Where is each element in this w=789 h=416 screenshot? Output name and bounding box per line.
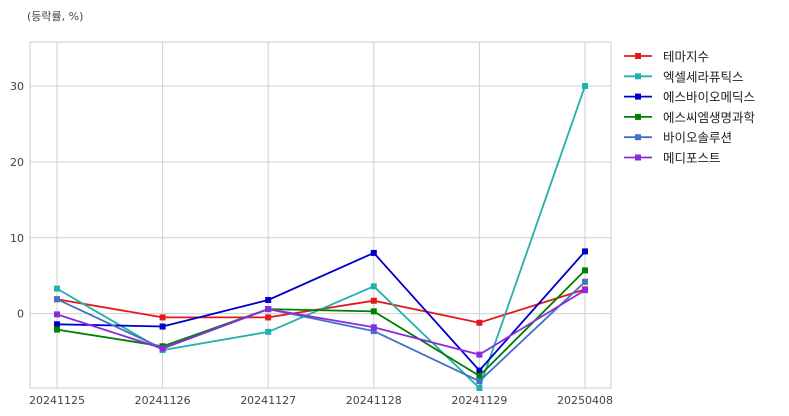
data-point: [159, 323, 166, 330]
data-point: [54, 326, 60, 333]
data-point: [476, 385, 483, 391]
data-point: [370, 249, 377, 256]
unit-label: (등락률, %): [27, 10, 83, 23]
data-point: [265, 314, 272, 321]
data-point: [476, 378, 483, 385]
legend-item: 엑셀세라퓨틱스: [624, 69, 744, 84]
legend-label: 테마지수: [663, 49, 709, 64]
data-point: [582, 267, 588, 274]
data-point: [370, 297, 377, 304]
data-point: [370, 328, 377, 335]
x-tick-label: 20241128: [346, 394, 402, 407]
series-lines: [54, 83, 588, 391]
series-line: [56, 250, 586, 372]
legend-label: 바이오솔루션: [663, 130, 732, 145]
legend-item: 바이오솔루션: [624, 130, 732, 145]
data-point: [159, 345, 166, 352]
y-tick-label: 0: [17, 308, 24, 321]
legend-swatch-marker: [635, 53, 641, 59]
data-point: [54, 311, 60, 318]
data-point: [582, 278, 588, 285]
legend-item: 메디포스트: [624, 151, 721, 166]
series-6: [54, 287, 588, 358]
series-line: [56, 281, 586, 383]
data-point: [265, 328, 272, 335]
gridlines: [30, 42, 611, 388]
legend-item: 에스바이오메딕스: [624, 90, 755, 105]
data-point: [582, 248, 588, 255]
data-point: [265, 306, 272, 313]
series-line: [56, 289, 586, 356]
data-point: [159, 314, 166, 321]
data-point: [476, 351, 483, 358]
data-point: [54, 296, 60, 303]
legend-label: 엑셀세라퓨틱스: [663, 69, 744, 84]
data-point: [265, 296, 272, 303]
legend-label: 메디포스트: [663, 151, 721, 166]
data-point: [370, 324, 377, 331]
x-tick-label: 20241125: [29, 394, 85, 407]
legend-item: 테마지수: [624, 49, 709, 64]
legend-swatch-marker: [635, 93, 641, 100]
data-point: [476, 367, 483, 374]
data-point: [582, 83, 588, 90]
legend-swatch-marker: [635, 113, 641, 120]
data-point: [476, 319, 483, 326]
y-tick-label: 30: [10, 80, 24, 93]
series-3: [54, 248, 588, 374]
legend-swatch-marker: [635, 134, 641, 141]
x-tick-label: 20250408: [557, 394, 613, 407]
x-tick-label: 20241127: [240, 394, 296, 407]
data-point: [370, 283, 377, 290]
y-tick-label: 20: [10, 156, 24, 169]
legend-label: 에스바이오메딕스: [663, 90, 755, 105]
y-tick-label: 10: [10, 232, 24, 245]
x-tick-label: 20241126: [135, 394, 191, 407]
legend-item: 에스씨엠생명과학: [624, 110, 756, 125]
legend-label: 에스씨엠생명과학: [663, 110, 756, 125]
legend-swatch-marker: [635, 73, 641, 80]
legend-swatch-marker: [635, 154, 641, 161]
y-axis-ticks: 0 10 20 30: [10, 80, 24, 321]
data-point: [582, 287, 588, 294]
plot-area: [29, 41, 612, 389]
data-point: [54, 285, 60, 292]
x-axis-ticks: 20241125 20241126 20241127 20241128 20241129…: [29, 394, 613, 407]
data-point: [476, 372, 483, 379]
data-point: [54, 321, 60, 328]
x-tick-label: 20241129: [451, 394, 507, 407]
data-point: [370, 308, 377, 315]
